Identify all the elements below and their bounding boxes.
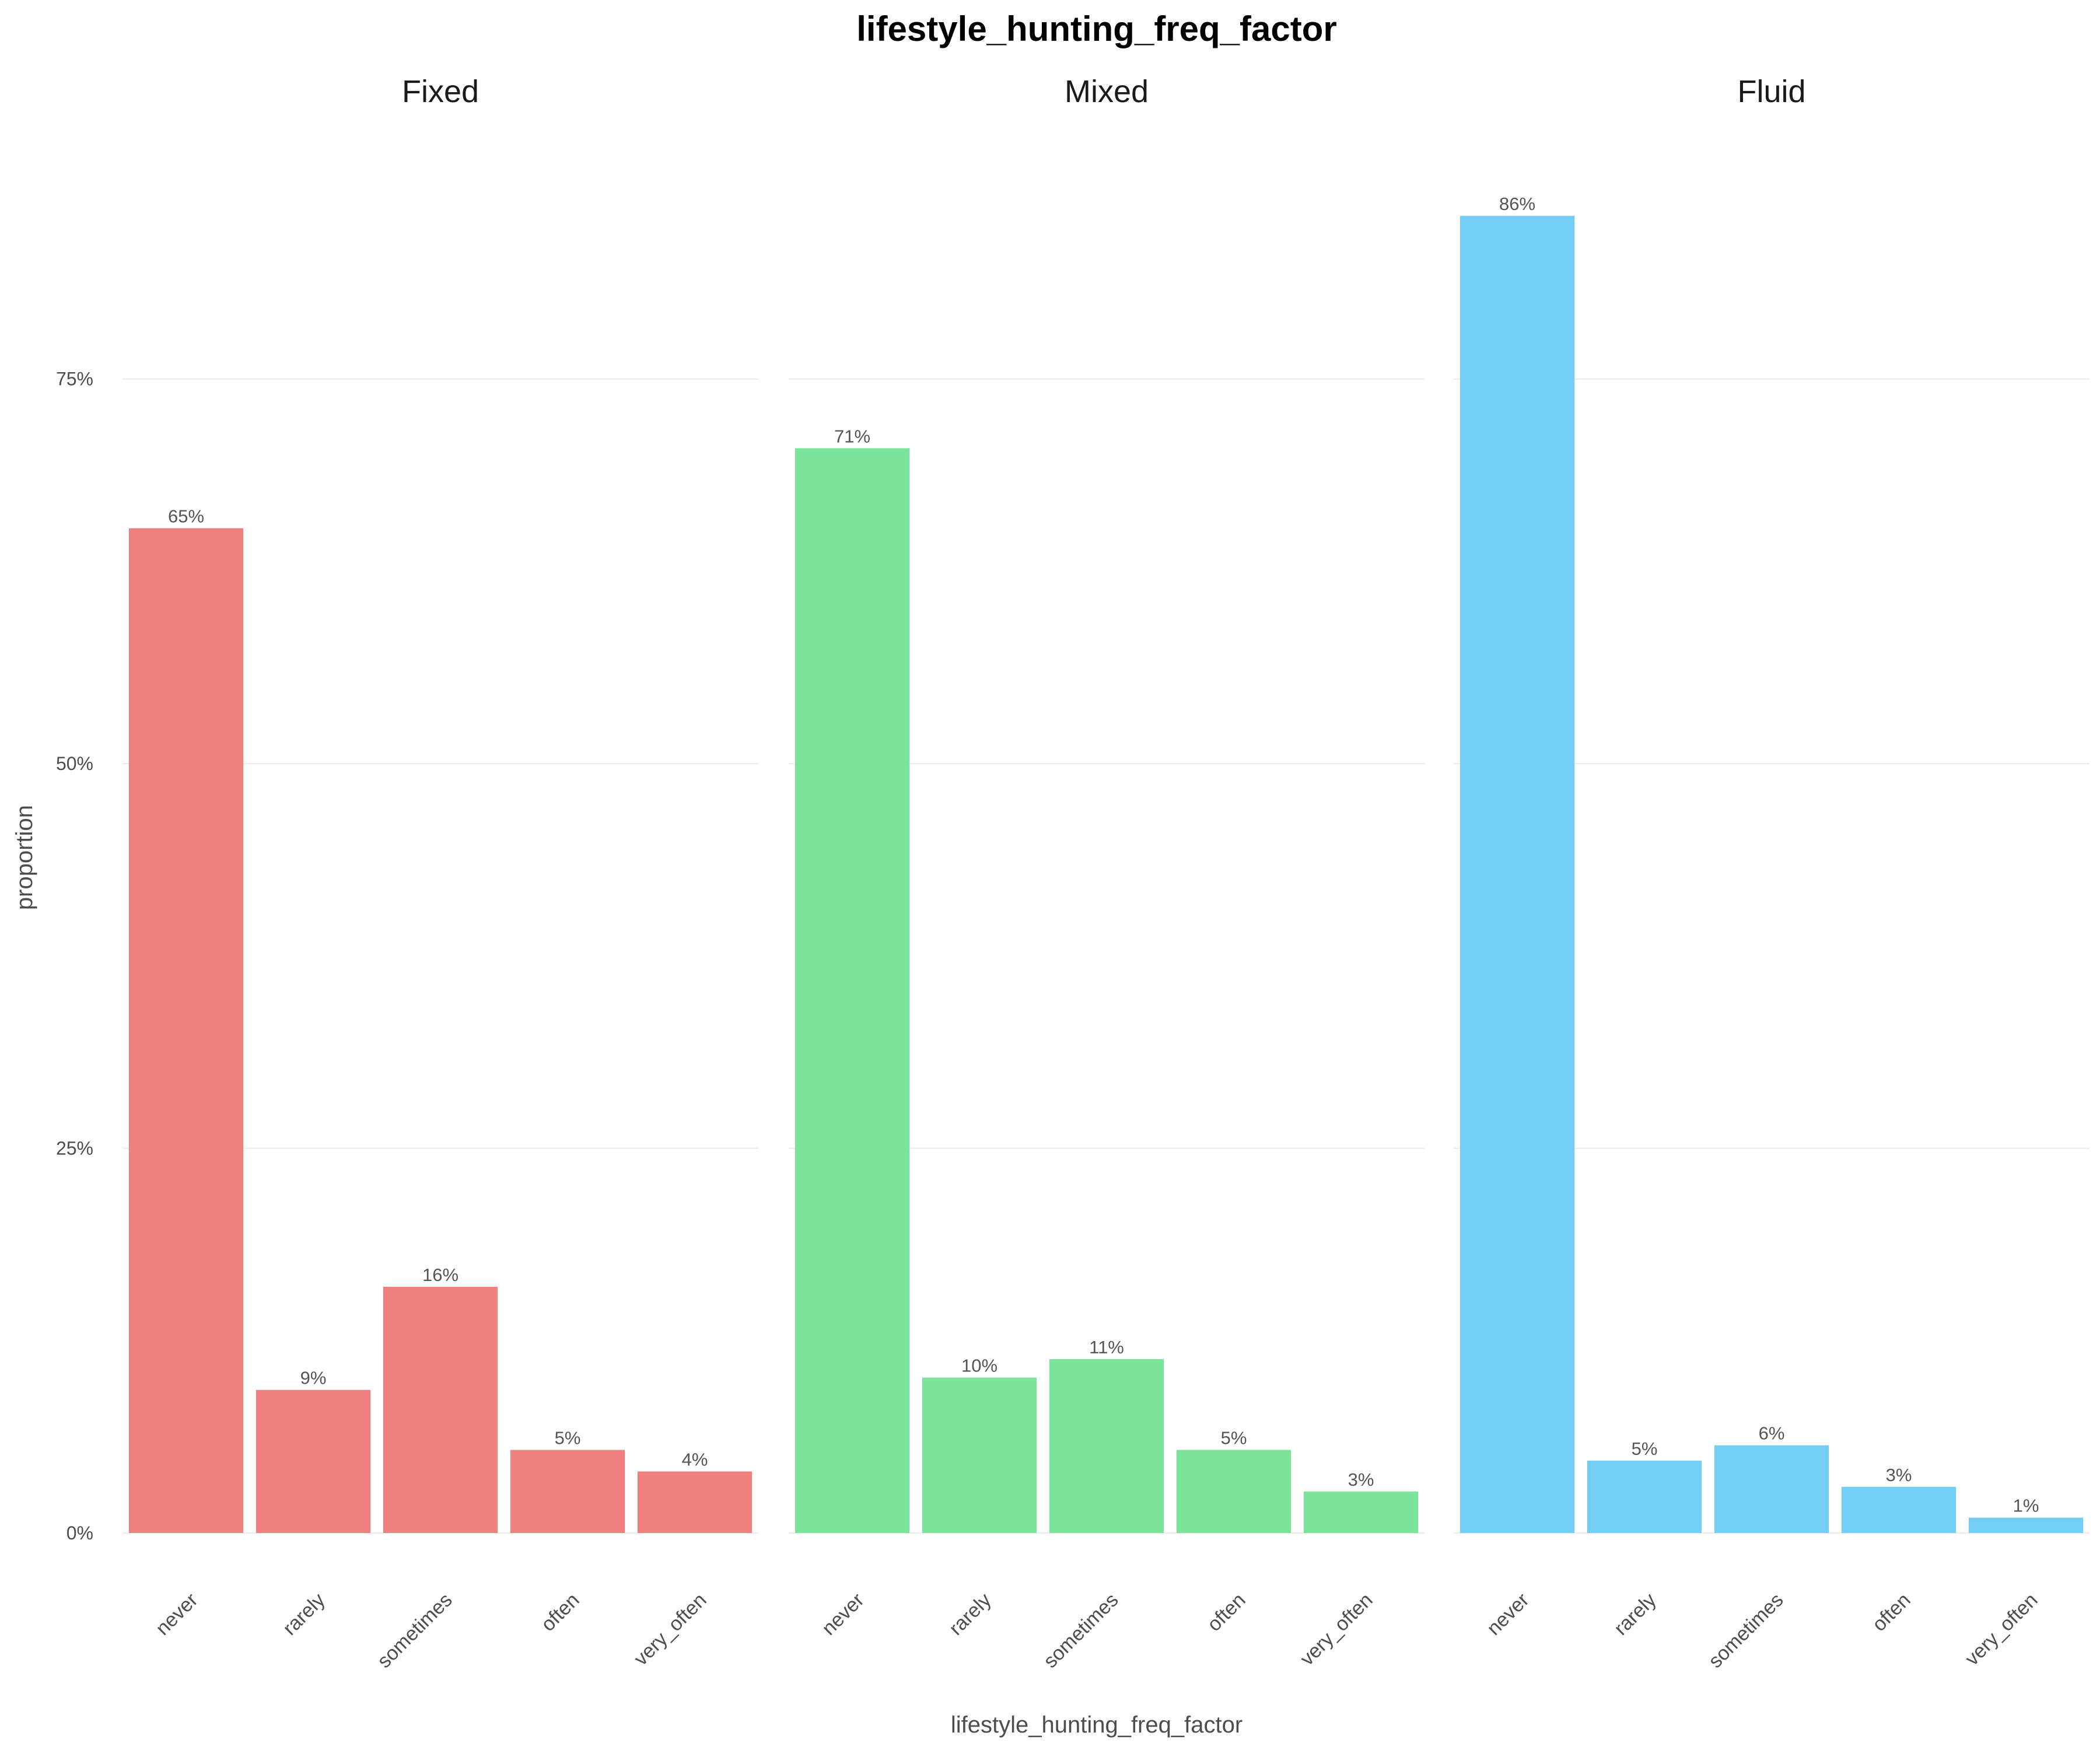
bar-fixed-very_often [637, 1471, 752, 1533]
data-label: 5% [1632, 1438, 1658, 1459]
bar-fluid-often [1841, 1486, 1957, 1533]
x-tick-label: very_often [630, 1589, 711, 1670]
bar-fluid-very_often [1968, 1517, 2084, 1533]
bar-fluid-never [1460, 216, 1575, 1533]
x-axis-title: lifestyle_hunting_freq_factor [951, 1712, 1242, 1738]
x-tick-label: sometimes [373, 1589, 457, 1672]
x-tick-label: sometimes [1040, 1589, 1123, 1672]
bar-fixed-never [128, 528, 244, 1533]
facet-panel-mixed: Mixed 71% never 10% rarely 11% sometimes 5% ofte… [789, 74, 1424, 1672]
bar-fluid-sometimes [1714, 1445, 1829, 1533]
data-label: 86% [1499, 194, 1535, 214]
x-tick-label: rarely [945, 1589, 996, 1640]
x-tick-label: sometimes [1704, 1589, 1788, 1672]
data-label: 5% [1221, 1428, 1247, 1448]
x-tick-label: often [1868, 1589, 1915, 1636]
bar-mixed-sometimes [1049, 1359, 1164, 1533]
data-label: 71% [834, 426, 870, 446]
data-label: 3% [1886, 1465, 1912, 1485]
data-label: 1% [2013, 1496, 2039, 1516]
facet-label: Fluid [1737, 74, 1805, 109]
facet-panel-fixed: Fixed 65% never 9% rarely 16% sometimes 5% often… [123, 74, 758, 1672]
bar-fixed-often [510, 1450, 625, 1533]
y-axis-title: proportion [12, 805, 37, 910]
data-label: 16% [422, 1265, 459, 1285]
data-label: 11% [1089, 1337, 1124, 1357]
facet-label: Mixed [1065, 74, 1149, 109]
x-tick-label: rarely [279, 1589, 330, 1640]
facet-label: Fixed [402, 74, 479, 109]
data-label: 4% [682, 1449, 708, 1469]
bar-fixed-rarely [256, 1390, 371, 1533]
y-tick-label: 25% [56, 1138, 93, 1159]
bar-mixed-never [794, 448, 910, 1533]
x-tick-label: often [537, 1589, 583, 1636]
x-tick-label: never [818, 1589, 869, 1640]
bar-fixed-sometimes [383, 1286, 498, 1533]
facet-panel-fluid: Fluid 86% never 5% rarely 6% sometimes 3% often 1… [1454, 74, 2090, 1672]
chart-title: lifestyle_hunting_freq_factor [856, 9, 1337, 48]
x-tick-label: very_often [1296, 1589, 1377, 1670]
data-label: 10% [961, 1356, 998, 1376]
data-label: 9% [300, 1368, 327, 1388]
data-label: 5% [555, 1428, 581, 1448]
x-tick-label: often [1203, 1589, 1250, 1636]
x-tick-label: very_often [1961, 1589, 2042, 1670]
y-tick-label: 50% [56, 753, 93, 774]
data-label: 3% [1348, 1469, 1374, 1490]
bar-mixed-very_often [1303, 1491, 1419, 1533]
x-tick-label: rarely [1610, 1589, 1661, 1640]
bar-fluid-rarely [1587, 1461, 1702, 1533]
data-label: 65% [168, 506, 204, 527]
bar-mixed-often [1176, 1450, 1292, 1533]
data-label: 6% [1759, 1423, 1785, 1444]
x-tick-label: never [1483, 1589, 1534, 1640]
y-tick-label: 0% [66, 1522, 93, 1544]
x-tick-label: never [152, 1589, 202, 1640]
bar-mixed-rarely [922, 1377, 1037, 1533]
facet-panels: 0% 25% 50% 75% Fixed 65% never 9% rarely 16% somet… [56, 74, 2090, 1672]
y-tick-label: 75% [56, 369, 93, 390]
